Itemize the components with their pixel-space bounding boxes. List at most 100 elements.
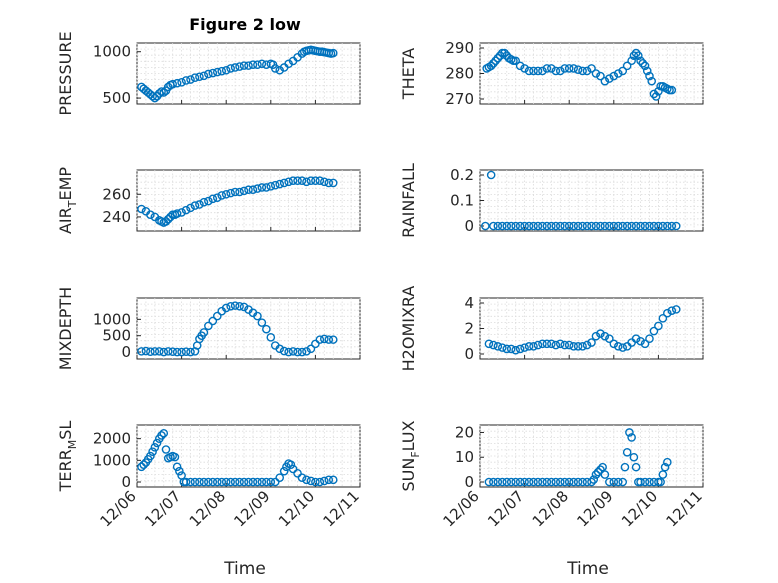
- x-tick-label: 12/11: [663, 487, 706, 530]
- data-point: [596, 221, 605, 231]
- data-point: [190, 73, 200, 82]
- series-pressure: [137, 45, 338, 103]
- data-point: [186, 477, 195, 487]
- data-point: [533, 66, 543, 76]
- data-point: [190, 201, 200, 210]
- data-point: [239, 477, 249, 487]
- data-point: [582, 221, 592, 231]
- data-point: [199, 328, 209, 337]
- y-axis-label-h2omixra: H2OMIXRA: [399, 286, 418, 372]
- data-point: [625, 428, 634, 437]
- data-point: [542, 477, 552, 487]
- data-point: [640, 339, 650, 349]
- y-tick-label: 270: [445, 90, 474, 108]
- data-point: [275, 179, 285, 189]
- data-point: [636, 336, 645, 346]
- data-point: [244, 61, 253, 70]
- series-terr-msl: [137, 428, 338, 487]
- data-point: [177, 78, 186, 87]
- data-point: [161, 445, 171, 454]
- x-tick-label: 12/09: [230, 487, 273, 530]
- data-point: [161, 217, 171, 226]
- data-point: [324, 178, 334, 188]
- data-point: [320, 177, 329, 187]
- data-point: [489, 477, 498, 487]
- data-point: [658, 313, 668, 323]
- data-point: [618, 221, 628, 231]
- data-point: [538, 66, 547, 76]
- data-point: [172, 347, 182, 357]
- data-point: [172, 78, 182, 88]
- data-point: [564, 221, 574, 231]
- data-point: [613, 69, 623, 78]
- data-point: [212, 477, 222, 487]
- data-point: [520, 343, 529, 352]
- data-point: [596, 71, 605, 81]
- x-tick-label: 12/08: [186, 487, 229, 530]
- data-point: [284, 177, 293, 187]
- data-point: [226, 301, 235, 311]
- data-point: [578, 221, 587, 231]
- data-point: [284, 59, 293, 69]
- data-point: [493, 477, 503, 487]
- data-point: [270, 64, 280, 73]
- data-point: [204, 477, 213, 487]
- data-point: [311, 176, 320, 185]
- data-point: [137, 462, 146, 472]
- data-point: [315, 477, 325, 487]
- data-point: [627, 56, 636, 66]
- data-point: [667, 306, 677, 315]
- data-point: [270, 477, 280, 487]
- data-point: [181, 347, 191, 357]
- data-point: [596, 329, 605, 338]
- data-point: [640, 221, 650, 231]
- data-point: [649, 326, 659, 336]
- data-point: [311, 477, 320, 487]
- data-point: [524, 221, 534, 231]
- data-point: [555, 339, 565, 349]
- data-point: [622, 221, 632, 231]
- data-point: [551, 221, 561, 231]
- data-point: [564, 340, 574, 350]
- data-point: [658, 470, 668, 479]
- data-point: [226, 188, 235, 198]
- y-tick-label: 290: [445, 39, 474, 57]
- y-tick-label: 280: [445, 65, 474, 83]
- data-point: [573, 221, 583, 231]
- data-point: [533, 340, 543, 350]
- data-point: [150, 347, 160, 356]
- y-tick-label: 0: [464, 217, 474, 235]
- data-point: [533, 221, 543, 231]
- data-point: [564, 64, 574, 73]
- data-point: [221, 189, 231, 199]
- data-point: [221, 65, 231, 75]
- data-point: [302, 177, 311, 187]
- data-point: [489, 59, 498, 68]
- subplot-rainfall: 0 0.1 0.2 RAINFALL: [399, 163, 704, 238]
- data-point: [248, 185, 258, 195]
- data-point: [279, 466, 289, 476]
- data-point: [177, 347, 186, 357]
- data-point: [538, 221, 547, 231]
- data-point: [645, 334, 654, 344]
- data-point: [645, 71, 654, 81]
- data-point: [600, 470, 610, 479]
- series-h2omixra: [484, 305, 681, 355]
- data-point: [486, 61, 496, 71]
- data-point: [217, 477, 227, 487]
- data-point: [542, 339, 552, 349]
- data-point: [293, 469, 302, 478]
- data-point: [520, 64, 529, 73]
- data-point: [569, 342, 578, 351]
- data-point: [629, 51, 639, 60]
- data-point: [150, 93, 160, 103]
- data-point: [573, 65, 583, 74]
- data-point: [163, 347, 173, 356]
- data-point: [613, 342, 623, 351]
- y-axis-label-mixdepth: MIXDEPTH: [56, 287, 75, 370]
- data-point: [230, 301, 240, 310]
- series-rainfall: [481, 170, 681, 231]
- data-point: [631, 221, 641, 231]
- data-point: [484, 339, 494, 349]
- data-point: [199, 71, 209, 81]
